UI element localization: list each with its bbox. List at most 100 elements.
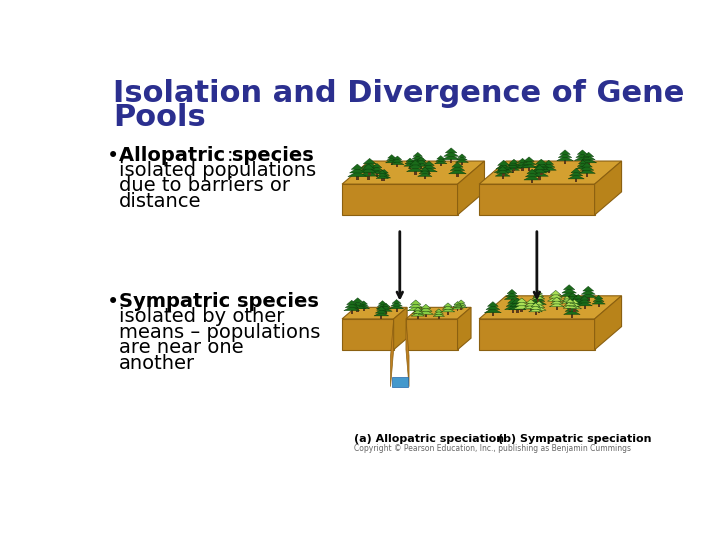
Bar — [512, 309, 514, 313]
Polygon shape — [564, 301, 576, 306]
Polygon shape — [379, 172, 390, 176]
Polygon shape — [568, 293, 577, 297]
Polygon shape — [577, 163, 588, 166]
Polygon shape — [391, 302, 402, 306]
Polygon shape — [394, 307, 407, 350]
Polygon shape — [371, 166, 383, 171]
Polygon shape — [510, 302, 524, 307]
Bar — [554, 300, 557, 305]
Text: are near one: are near one — [119, 338, 243, 357]
Polygon shape — [542, 163, 555, 167]
Polygon shape — [392, 377, 408, 387]
Polygon shape — [530, 300, 546, 305]
Polygon shape — [564, 285, 575, 289]
Polygon shape — [533, 294, 544, 298]
Polygon shape — [533, 293, 544, 296]
Polygon shape — [518, 158, 527, 163]
Polygon shape — [508, 162, 520, 166]
Bar — [414, 171, 417, 175]
Bar — [380, 315, 382, 319]
Polygon shape — [352, 298, 363, 302]
Polygon shape — [580, 296, 590, 300]
Bar — [575, 178, 577, 182]
Polygon shape — [421, 304, 431, 308]
Polygon shape — [369, 169, 384, 173]
Text: Allopatric species: Allopatric species — [119, 146, 313, 165]
Polygon shape — [406, 307, 471, 319]
Polygon shape — [577, 150, 588, 154]
Polygon shape — [581, 289, 595, 294]
Text: :: : — [221, 292, 228, 311]
Bar — [571, 314, 573, 318]
Polygon shape — [458, 154, 466, 158]
Polygon shape — [570, 300, 579, 303]
Polygon shape — [508, 305, 526, 310]
Polygon shape — [372, 164, 382, 167]
Bar — [376, 173, 378, 177]
Bar — [513, 168, 515, 171]
Polygon shape — [410, 300, 421, 305]
Bar — [428, 171, 431, 175]
Polygon shape — [552, 297, 562, 301]
Text: Copyright © Pearson Education, Inc., publishing as Benjamin Cummings: Copyright © Pearson Education, Inc., pub… — [354, 444, 631, 454]
Polygon shape — [453, 303, 462, 307]
Polygon shape — [407, 167, 424, 172]
Polygon shape — [495, 172, 510, 176]
Polygon shape — [391, 161, 404, 165]
Bar — [588, 162, 590, 166]
Bar — [397, 164, 398, 167]
Polygon shape — [414, 163, 428, 166]
Polygon shape — [418, 310, 433, 314]
Polygon shape — [534, 291, 543, 294]
Polygon shape — [479, 161, 621, 184]
Text: •: • — [107, 292, 120, 312]
Bar — [382, 308, 384, 312]
Polygon shape — [455, 305, 467, 308]
Polygon shape — [435, 160, 447, 164]
Polygon shape — [551, 300, 563, 304]
Polygon shape — [349, 168, 365, 173]
Bar — [351, 310, 353, 314]
Polygon shape — [510, 159, 518, 163]
Polygon shape — [505, 305, 521, 309]
Polygon shape — [342, 184, 457, 215]
Bar — [512, 170, 513, 173]
Polygon shape — [413, 310, 423, 314]
Bar — [461, 162, 463, 165]
Polygon shape — [406, 158, 414, 161]
Polygon shape — [526, 172, 539, 177]
Polygon shape — [420, 167, 429, 171]
Polygon shape — [390, 305, 404, 309]
Polygon shape — [579, 169, 595, 173]
Polygon shape — [557, 156, 573, 161]
Polygon shape — [515, 301, 528, 306]
Polygon shape — [385, 159, 398, 163]
Polygon shape — [522, 160, 536, 165]
Polygon shape — [410, 160, 421, 165]
Polygon shape — [457, 161, 485, 215]
Polygon shape — [549, 303, 564, 307]
Polygon shape — [420, 167, 437, 172]
Polygon shape — [564, 296, 570, 299]
Polygon shape — [566, 299, 575, 303]
Bar — [356, 176, 359, 180]
Polygon shape — [530, 306, 541, 309]
Polygon shape — [342, 319, 394, 350]
Bar — [440, 163, 441, 166]
Bar — [587, 296, 590, 301]
Bar — [391, 162, 392, 165]
Polygon shape — [547, 296, 564, 301]
Polygon shape — [375, 309, 387, 313]
Polygon shape — [442, 306, 454, 309]
Polygon shape — [527, 169, 537, 174]
Text: means – populations: means – populations — [119, 323, 320, 342]
Polygon shape — [504, 295, 520, 299]
Polygon shape — [567, 295, 578, 300]
Polygon shape — [449, 169, 467, 174]
Bar — [540, 170, 543, 175]
Polygon shape — [494, 167, 513, 173]
Polygon shape — [531, 297, 545, 301]
Polygon shape — [444, 303, 452, 307]
Polygon shape — [563, 304, 577, 308]
Polygon shape — [454, 301, 462, 305]
